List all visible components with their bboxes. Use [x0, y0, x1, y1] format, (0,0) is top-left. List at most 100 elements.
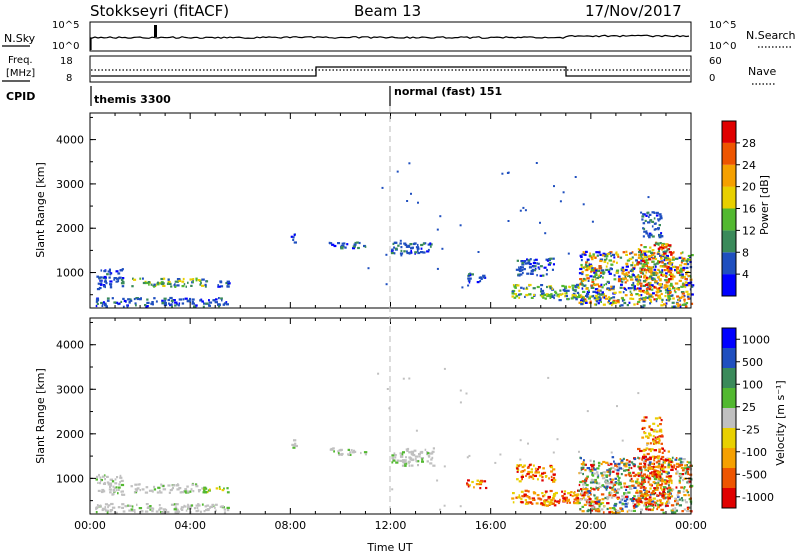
echo-cell	[519, 439, 522, 442]
colorbar-swatch	[722, 164, 736, 187]
ytick-label: 4000	[56, 134, 84, 147]
echo-cell	[197, 503, 200, 506]
echo-cell	[96, 288, 101, 291]
echo-cell	[149, 508, 152, 511]
echo-cell	[674, 291, 677, 294]
echo-cell	[394, 454, 397, 457]
echo-cell	[628, 471, 632, 474]
echo-cell	[683, 487, 685, 490]
echo-cell	[640, 297, 643, 300]
echo-cell	[109, 280, 113, 283]
echo-cell	[675, 465, 680, 468]
echo-cell	[632, 497, 636, 500]
echo-cell	[340, 453, 343, 456]
echo-cell	[171, 301, 174, 304]
echo-cell	[621, 439, 624, 442]
echo-cell	[683, 486, 686, 489]
echo-cell	[581, 272, 584, 276]
echo-cell	[583, 503, 587, 506]
echo-cell	[675, 472, 678, 475]
echo-cell	[100, 490, 104, 494]
echo-cell	[426, 460, 429, 463]
echo-cell	[625, 253, 628, 256]
echo-cell	[591, 258, 594, 261]
echo-cell	[532, 473, 535, 477]
echo-cell	[687, 274, 690, 277]
echo-cell	[523, 493, 527, 496]
echo-cell	[471, 480, 474, 484]
echo-cell	[667, 461, 671, 464]
echo-cell	[670, 504, 675, 507]
echo-cell	[396, 459, 400, 462]
echo-cell	[601, 291, 604, 294]
echo-cell	[415, 246, 420, 249]
colorbar-swatch	[722, 186, 736, 209]
echo-cell	[640, 253, 643, 256]
echo-cell	[617, 462, 621, 465]
colorbar-tick-label: 500	[742, 356, 763, 369]
echo-cell	[627, 469, 630, 472]
echo-cell	[191, 300, 194, 303]
echo-cell	[667, 466, 670, 469]
echo-cell	[546, 500, 550, 503]
echo-cell	[658, 491, 661, 494]
echo-cell	[657, 247, 661, 250]
echo-cell	[637, 503, 641, 506]
echo-cell	[644, 296, 647, 299]
echo-cell	[552, 477, 556, 480]
echo-cell	[646, 442, 650, 445]
echo-cell	[660, 442, 663, 445]
echo-cell	[476, 479, 479, 482]
echo-cell	[164, 299, 167, 302]
echo-cell	[109, 286, 113, 289]
echo-cell	[573, 498, 577, 501]
echo-cell	[118, 483, 121, 486]
echo-cell	[597, 293, 600, 296]
echo-cell	[616, 253, 620, 256]
echo-cell	[644, 491, 647, 494]
echo-cell	[665, 302, 668, 305]
echo-cell	[670, 468, 674, 471]
echo-cell	[354, 450, 357, 453]
echo-cell	[558, 299, 562, 302]
echo-cell	[198, 490, 200, 493]
echo-cell	[574, 294, 577, 297]
time-xlabel: Time UT	[366, 541, 412, 554]
echo-cell	[620, 268, 623, 271]
echo-cell	[520, 497, 523, 501]
echo-cell	[204, 505, 207, 508]
echo-cell	[226, 285, 230, 288]
echo-cell	[571, 294, 575, 297]
echo-cell	[541, 472, 545, 475]
echo-cell	[572, 292, 576, 295]
echo-cell	[399, 239, 402, 242]
echo-cell	[420, 243, 424, 247]
echo-cell	[688, 480, 692, 483]
echo-cell	[572, 288, 574, 291]
colorbar-swatch	[722, 368, 736, 388]
echo-cell	[652, 266, 655, 269]
echo-cell	[640, 475, 644, 479]
echo-cell	[686, 468, 690, 471]
echo-cell	[637, 392, 640, 395]
echo-cell	[580, 266, 583, 269]
echo-cell	[610, 287, 613, 291]
echo-cell	[529, 471, 533, 474]
echo-cell	[468, 273, 470, 276]
echo-cell	[531, 476, 534, 479]
echo-cell	[119, 474, 122, 477]
echo-cell	[573, 494, 578, 497]
echo-cell	[146, 301, 150, 304]
echo-cell	[201, 503, 204, 506]
echo-cell	[596, 476, 600, 479]
echo-cell	[611, 507, 616, 510]
echo-cell	[637, 484, 640, 487]
echo-cell	[606, 280, 610, 283]
echo-cell	[654, 255, 656, 258]
echo-cell	[117, 506, 121, 509]
echo-cell	[141, 510, 144, 513]
echo-cell	[583, 498, 588, 501]
echo-cell	[521, 474, 524, 477]
echo-cell	[620, 486, 623, 489]
echo-cell	[645, 278, 649, 281]
